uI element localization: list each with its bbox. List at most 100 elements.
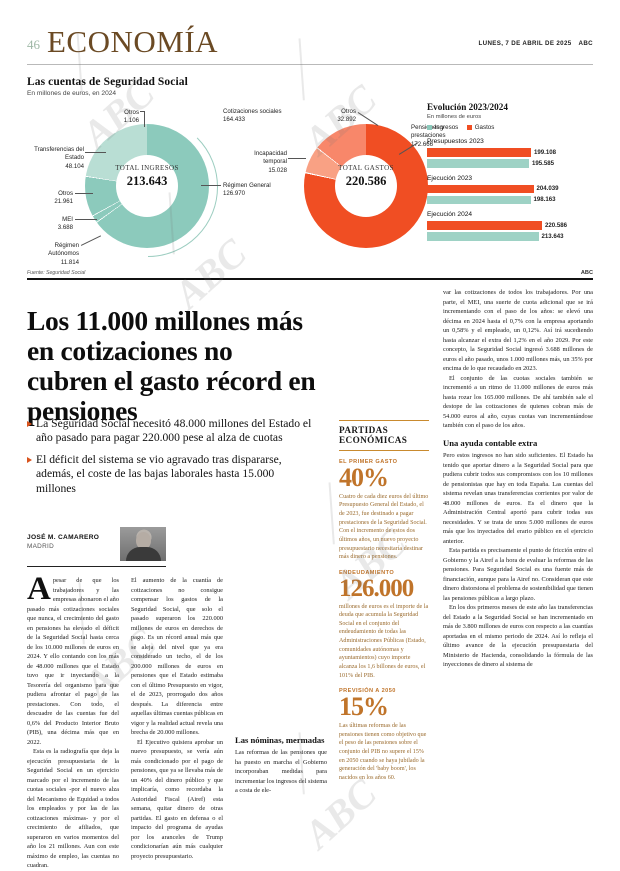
label-ingresos-otros: Otros 1.106: [123, 109, 139, 125]
bar-group-presupuestos-2023: Presupuestos 2023 199.108 195.585: [427, 138, 593, 168]
byline: JOSÉ M. CAMARERO MADRID: [27, 534, 147, 550]
subheading-nominas: Las nóminas, mermadas: [235, 735, 325, 745]
paragraph: Esta es la radiografía que deja la ejecu…: [27, 748, 119, 870]
bar-row-ingresos: 198.163: [427, 195, 593, 204]
legend-label-gastos: Gastos: [474, 124, 495, 131]
ebox-figure: 126.000: [339, 574, 414, 602]
bar-value-ingresos: 198.163: [533, 196, 556, 204]
body-column-3: . Las nóminas, mermadas Las reformas de …: [235, 576, 327, 796]
dateline-date: LUNES, 7 DE ABRIL DE 2025: [478, 40, 572, 47]
economic-box: PARTIDAS ECONÓMICAS EL PRIMER GASTO 40% …: [339, 420, 429, 783]
bar-group-ejecucion-2024: Ejecución 2024 220.586 213.643: [427, 211, 593, 241]
bar-gastos: [427, 221, 542, 230]
ebox-item-endeudamiento: ENDEUDAMIENTO 126.000 millones de euros …: [339, 570, 429, 681]
bar-row-gastos: 204.039: [427, 184, 593, 193]
label-cotizaciones-sociales: Cotizaciones sociales 164.433: [223, 108, 282, 124]
paragraph: El conjunto de las cuotas sociales tambi…: [443, 374, 593, 430]
bar-chart-title: Evolución 2023/2024: [427, 102, 508, 112]
page-folio: 46: [27, 37, 40, 52]
page-title: Los 11.000 millones más en cotizaciones …: [27, 305, 316, 427]
paragraph: Esta partida es precisamente el punto de…: [443, 547, 593, 602]
legend-item-gastos: Gastos: [467, 124, 494, 131]
infographic-source: Fuente: Seguridad Social: [27, 270, 86, 276]
label-ingresos-otros-2: Otros 21.961: [54, 190, 73, 206]
ebox-title: PARTIDAS ECONÓMICAS: [339, 425, 408, 445]
infographic-title: Las cuentas de Seguridad Social: [27, 76, 188, 88]
leader-otros-top: [144, 111, 145, 127]
bar-row-ingresos: 213.643: [427, 232, 593, 241]
paragraph: El Ejecutivo quisiera aprobar un nuevo p…: [131, 738, 223, 860]
label-mei: MEI 3.688: [57, 216, 73, 232]
bar-group-label: Ejecución 2024: [427, 211, 473, 218]
ebox-item-primer-gasto: EL PRIMER GASTO 40% Cuatro de cada diez …: [339, 459, 429, 562]
label-gastos-otros: Otros 32.892: [337, 108, 356, 124]
bar-group-ejecucion-2023: Ejecución 2023 204.039 198.163: [427, 175, 593, 204]
bar-group-label: Presupuestos 2023: [427, 138, 484, 145]
bar-chart-subtitle: En millones de euros: [427, 114, 482, 120]
paragraph: El aumento de la cuantía de cotizaciones…: [131, 577, 223, 737]
legend-swatch-gastos: [467, 125, 472, 130]
leader-regimen-general: [201, 185, 221, 186]
label-regimen-autonomos: Régimen Autónomos 11.814: [48, 242, 79, 266]
paragraph: var las cotizaciones de todos los trabaj…: [443, 289, 593, 373]
byline-author: JOSÉ M. CAMARERO: [27, 534, 100, 541]
photo-body: [126, 547, 161, 561]
paragraph: En los dos primeros meses de este año la…: [443, 604, 593, 669]
donut-center-total-gastos: 220.586: [345, 173, 387, 188]
triangle-bullet-icon: [27, 421, 32, 427]
legend-item-ingresos: Ingresos: [427, 124, 458, 131]
masthead: 46 ECONOMÍA LUNES, 7 DE ABRIL DE 2025 ABC: [27, 24, 593, 62]
paragraph: Las reformas de las pensiones que ha pue…: [235, 749, 327, 795]
section-title: ECONOMÍA: [47, 24, 219, 59]
headline-rule: [27, 278, 593, 280]
label-incapacidad-temporal: Incapacidad temporal 15.028: [254, 150, 287, 174]
triangle-bullet-icon: [27, 456, 32, 463]
ebox-kicker: EL PRIMER GASTO: [339, 459, 398, 465]
body-column-2: El aumento de la cuantía de cotizaciones…: [131, 576, 223, 861]
bar-value-gastos: 220.586: [545, 221, 568, 229]
byline-rule: [27, 566, 166, 567]
infographic-credit: ABC: [580, 270, 593, 276]
bar-ingresos: [427, 195, 531, 204]
leader-transferencias: [85, 152, 106, 153]
donut-hole-gastos: [335, 155, 397, 217]
ebox-text: millones de euros es el importe de la de…: [339, 603, 429, 679]
donut-center-total-ingresos: 213.643: [126, 173, 168, 188]
bar-value-gastos: 204.039: [536, 185, 559, 193]
ebox-kicker: ENDEUDAMIENTO: [339, 569, 395, 576]
bar-gastos: [427, 148, 531, 157]
leader-incapacidad: [288, 158, 306, 159]
kicker-text: El déficit del sistema se vio agravado t…: [36, 452, 282, 495]
author-photo: [120, 527, 166, 561]
donut-center-label-ingresos: TOTAL INGRESOS: [115, 164, 179, 172]
kicker-list: La Seguridad Social necesitó 48.000 mill…: [27, 417, 313, 503]
bar-row-gastos: 220.586: [427, 221, 593, 230]
label-regimen-general: Régimen General 126.970: [223, 182, 271, 198]
ebox-text: Cuatro de cada diez euros del último Pre…: [339, 493, 429, 561]
brand-mark: ABC: [578, 40, 593, 47]
legend-swatch-ingresos: [427, 125, 432, 130]
legend-label-ingresos: Ingresos: [434, 124, 459, 131]
bar-chart-legend: Ingresos Gastos: [427, 124, 593, 131]
ebox-item-prevision-2050: PREVISIÓN A 2050 15% Las últimas reforma…: [339, 688, 429, 782]
bar-row-ingresos: 195.585: [427, 159, 593, 168]
kicker-text: La Seguridad Social necesitó 48.000 mill…: [36, 417, 312, 445]
ebox-kicker: PREVISIÓN A 2050: [339, 688, 396, 695]
donut-center-gastos: TOTAL GASTOS 220.586: [304, 164, 428, 189]
ebox-rule: [339, 450, 429, 451]
leader-mei: [75, 219, 97, 220]
leader-otros-2: [75, 193, 93, 194]
bar-value-ingresos: 195.585: [532, 159, 555, 167]
donut-center-ingresos: TOTAL INGRESOS 213.643: [85, 164, 209, 189]
dateline: LUNES, 7 DE ABRIL DE 2025 ABC: [479, 40, 593, 47]
byline-city: MADRID: [27, 543, 55, 550]
bar-row-gastos: 199.108: [427, 148, 593, 157]
leader-autonomos: [80, 235, 101, 246]
top-rule: [27, 64, 593, 65]
chart-area: TOTAL INGRESOS 213.643 Otros 1.106 Cotiz…: [27, 102, 593, 272]
label-transferencias-estado: Transferencias del Estado 48.104: [34, 146, 84, 170]
infographic-subtitle: En millones de euros, en 2024: [27, 90, 117, 97]
body-column-right: var las cotizaciones de todos los trabaj…: [443, 288, 593, 670]
photo-head: [136, 532, 151, 549]
drop-cap: A: [27, 571, 51, 607]
